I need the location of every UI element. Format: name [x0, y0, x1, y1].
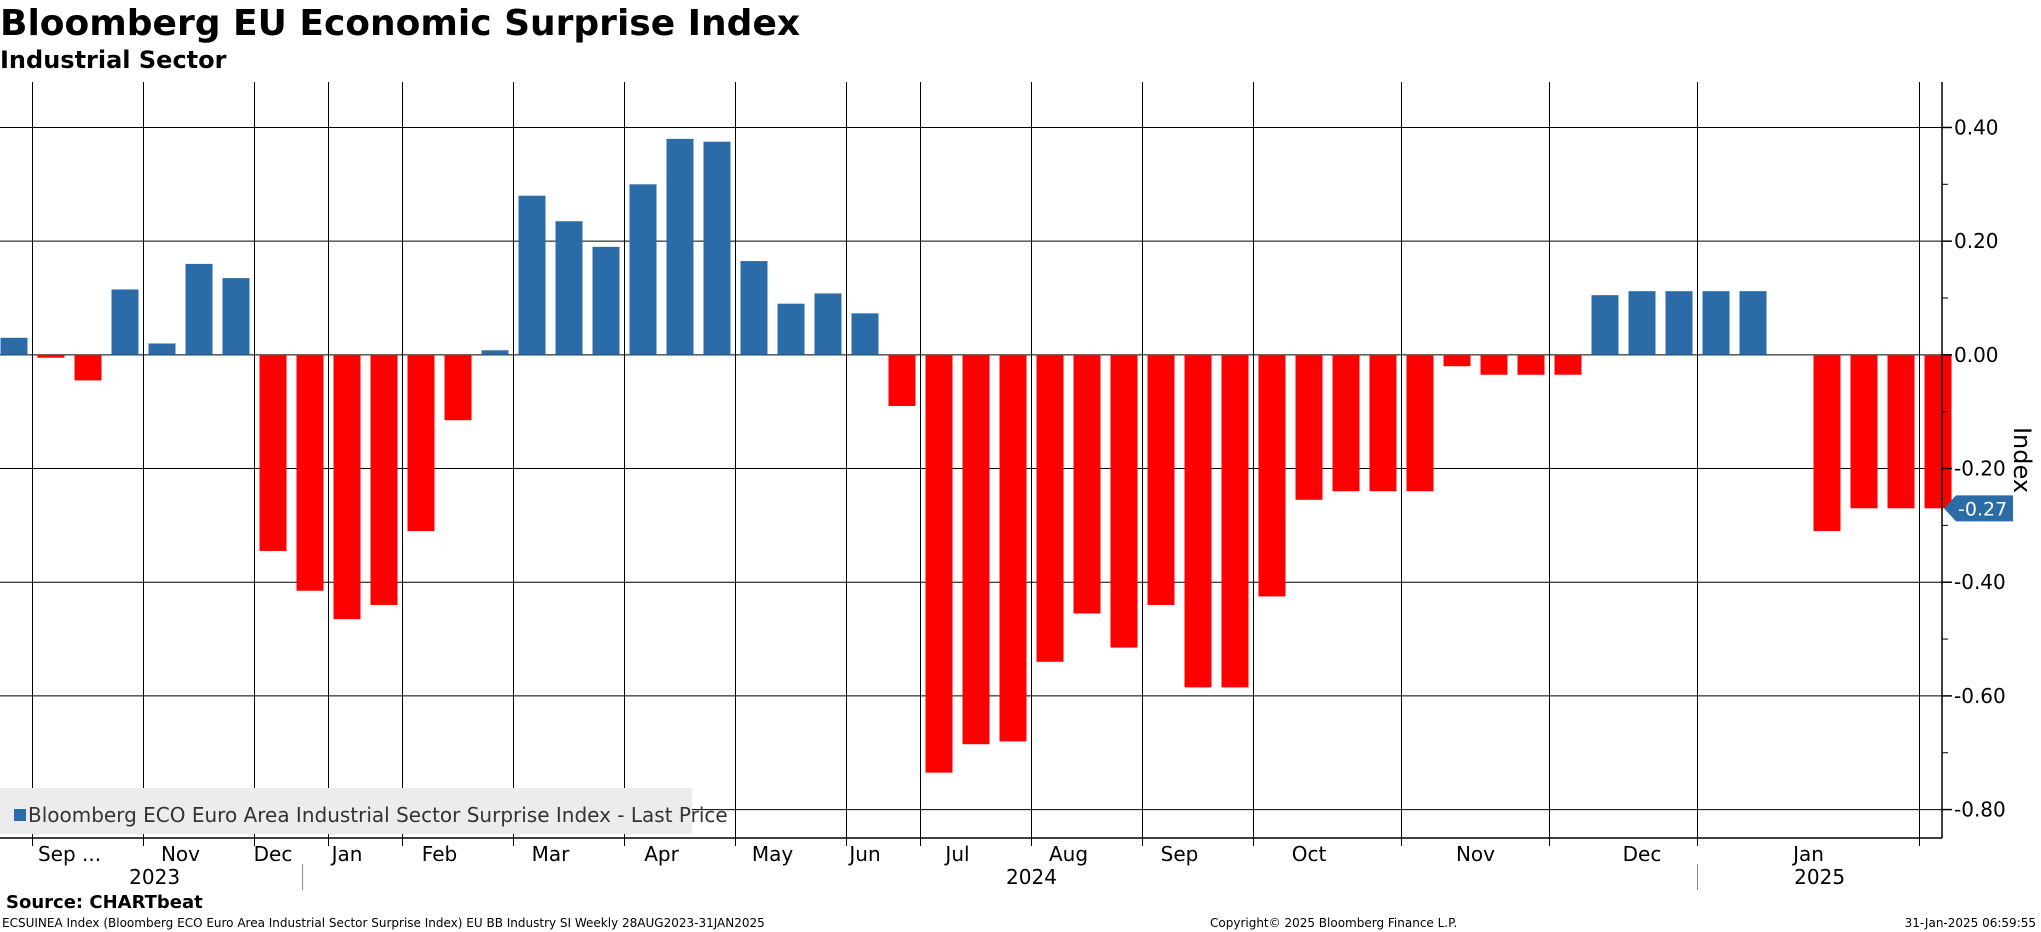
legend-swatch: [14, 809, 26, 821]
x-month-label: Jan: [330, 842, 363, 866]
legend-background: [0, 788, 692, 834]
chart-title: Bloomberg EU Economic Surprise Index: [0, 3, 800, 44]
bar: [481, 350, 509, 355]
bar: [1924, 354, 1952, 509]
bar: [1073, 354, 1101, 614]
bar: [703, 141, 731, 355]
x-month-label: Feb: [422, 842, 457, 866]
x-month-label: Sep: [1161, 842, 1199, 866]
x-month-label: Nov: [1456, 842, 1495, 866]
x-month-label: Dec: [254, 842, 293, 866]
bar: [1517, 354, 1545, 375]
x-month-label: Jul: [943, 842, 969, 866]
bar: [518, 195, 546, 355]
bar: [1665, 291, 1693, 355]
bar: [592, 246, 620, 355]
bar: [1295, 354, 1323, 500]
bar: [1850, 354, 1878, 509]
bar: [1184, 354, 1212, 688]
bar: [74, 354, 102, 381]
bar: [1147, 354, 1175, 605]
last-value-marker: -0.27: [1944, 495, 2013, 522]
bar: [666, 138, 694, 355]
bar: [1110, 354, 1138, 648]
timestamp: 31-Jan-2025 06:59:55: [1905, 916, 2036, 930]
legend-entry: Bloomberg ECO Euro Area Industrial Secto…: [28, 803, 728, 827]
x-month-label: Sep ...: [38, 842, 101, 866]
last-value-tag: [1944, 495, 2013, 522]
bar: [111, 289, 139, 355]
bar: [0, 337, 28, 355]
bar: [1036, 354, 1064, 662]
x-month-label: Aug: [1049, 842, 1088, 866]
x-month-label: May: [752, 842, 794, 866]
bar: [37, 354, 65, 358]
bar: [1702, 291, 1730, 355]
bar: [1369, 354, 1397, 492]
x-year-label: 2023: [129, 865, 180, 889]
bar: [814, 293, 842, 355]
bar: [555, 221, 583, 355]
bar: [1887, 354, 1915, 509]
source-note: Source: CHARTbeat: [6, 892, 203, 913]
last-value-label: -0.27: [1958, 498, 2007, 520]
y-tick-label: -0.40: [1954, 570, 2006, 594]
y-tick-label: 0.40: [1954, 115, 1999, 139]
ticker-info: ECSUINEA Index (Bloomberg ECO Euro Area …: [2, 916, 765, 930]
bar: [1406, 354, 1434, 492]
bar: [1628, 291, 1656, 355]
y-tick-label: -0.80: [1954, 798, 2006, 822]
bar: [888, 354, 916, 406]
y-tick-label: -0.60: [1954, 684, 2006, 708]
chart-subtitle: Industrial Sector: [0, 46, 227, 74]
bar: [1480, 354, 1508, 375]
bars: [0, 138, 1952, 773]
bar: [1591, 295, 1619, 355]
legend: Bloomberg ECO Euro Area Industrial Secto…: [0, 788, 728, 834]
bar: [962, 354, 990, 745]
x-axis: Sep ... Nov Dec Jan Feb Mar Apr May Jun Jul Aug Sep…: [32, 838, 1920, 890]
bar: [222, 278, 250, 355]
bar: [444, 354, 472, 421]
x-month-label: Jan: [1791, 842, 1824, 866]
bar: [1554, 354, 1582, 375]
bar: [1813, 354, 1841, 532]
y-tick-label: -0.20: [1954, 457, 2006, 481]
bar: [629, 184, 657, 355]
bar: [259, 354, 287, 551]
bar: [851, 313, 879, 355]
y-tick-label: 0.00: [1954, 343, 1999, 367]
bar: [1739, 291, 1767, 355]
y-axis-label: Index: [2008, 427, 2036, 493]
y-tick-label: 0.20: [1954, 229, 1999, 253]
copyright: Copyright© 2025 Bloomberg Finance L.P.: [1210, 916, 1457, 930]
x-year-label: 2024: [1006, 865, 1057, 889]
bar: [296, 354, 324, 591]
bar: [777, 303, 805, 355]
x-month-label: Apr: [644, 842, 679, 866]
bar: [407, 354, 435, 532]
x-month-label: Mar: [532, 842, 571, 866]
bar: [1332, 354, 1360, 492]
bar: [1258, 354, 1286, 597]
x-year-label: 2025: [1794, 865, 1845, 889]
bar: [185, 263, 213, 355]
x-month-label: Jun: [847, 842, 880, 866]
x-month-label: Oct: [1292, 842, 1327, 866]
bar: [999, 354, 1027, 742]
bar: [370, 354, 398, 605]
bar: [925, 354, 953, 773]
bar: [740, 261, 768, 355]
y-axis: 0.40 0.20 0.00 -0.20 -0.40 -0.60 -0.80: [1942, 115, 2006, 822]
x-month-label: Dec: [1623, 842, 1662, 866]
bar: [333, 354, 361, 620]
bar: [1443, 354, 1471, 367]
x-month-label: Nov: [161, 842, 200, 866]
bar: [1221, 354, 1249, 688]
bar: [148, 343, 176, 355]
